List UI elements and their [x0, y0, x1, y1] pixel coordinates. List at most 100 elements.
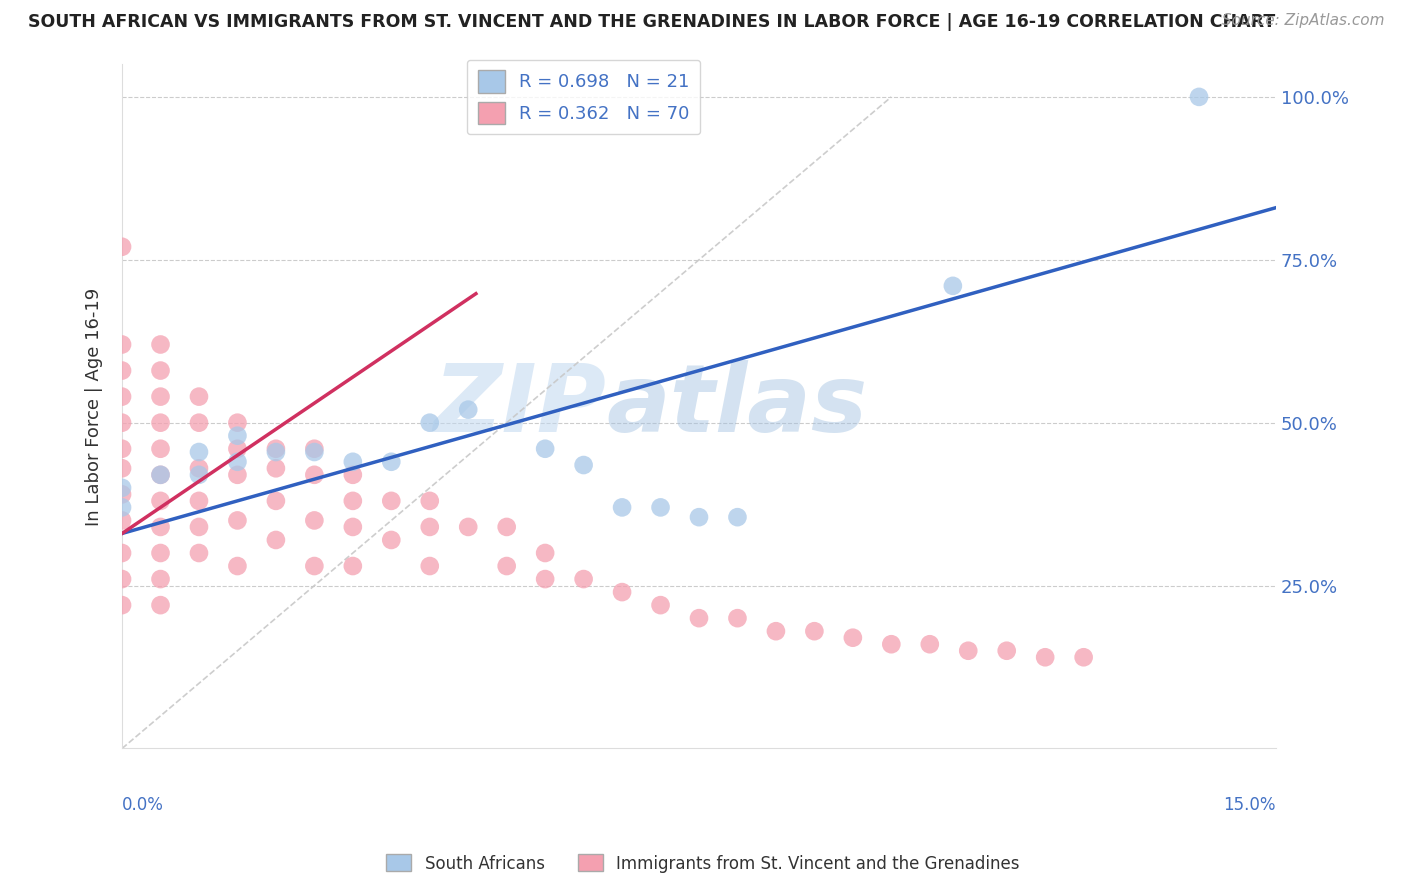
- Point: [188, 546, 211, 560]
- Point: [111, 240, 134, 254]
- Point: [226, 559, 249, 574]
- Legend: R = 0.698   N = 21, R = 0.362   N = 70: R = 0.698 N = 21, R = 0.362 N = 70: [467, 60, 700, 135]
- Point: [111, 461, 134, 475]
- Point: [688, 510, 710, 524]
- Text: Source: ZipAtlas.com: Source: ZipAtlas.com: [1222, 13, 1385, 29]
- Point: [149, 467, 172, 482]
- Point: [304, 513, 326, 527]
- Point: [149, 598, 172, 612]
- Y-axis label: In Labor Force | Age 16-19: In Labor Force | Age 16-19: [86, 287, 103, 525]
- Point: [495, 559, 517, 574]
- Point: [688, 611, 710, 625]
- Point: [342, 494, 364, 508]
- Point: [380, 533, 402, 547]
- Point: [264, 494, 287, 508]
- Point: [880, 637, 903, 651]
- Point: [111, 513, 134, 527]
- Point: [419, 416, 441, 430]
- Point: [457, 520, 479, 534]
- Point: [264, 445, 287, 459]
- Point: [727, 611, 749, 625]
- Point: [111, 500, 134, 515]
- Point: [995, 644, 1018, 658]
- Point: [610, 500, 633, 515]
- Point: [342, 559, 364, 574]
- Point: [188, 445, 211, 459]
- Point: [111, 390, 134, 404]
- Point: [149, 416, 172, 430]
- Point: [572, 572, 595, 586]
- Point: [918, 637, 941, 651]
- Point: [264, 533, 287, 547]
- Point: [304, 442, 326, 456]
- Point: [765, 624, 787, 639]
- Point: [149, 337, 172, 351]
- Point: [304, 559, 326, 574]
- Point: [226, 513, 249, 527]
- Point: [380, 494, 402, 508]
- Point: [111, 546, 134, 560]
- Point: [495, 520, 517, 534]
- Point: [149, 363, 172, 377]
- Point: [942, 278, 965, 293]
- Point: [149, 390, 172, 404]
- Point: [149, 467, 172, 482]
- Legend: South Africans, Immigrants from St. Vincent and the Grenadines: South Africans, Immigrants from St. Vinc…: [380, 847, 1026, 880]
- Point: [111, 487, 134, 501]
- Point: [264, 442, 287, 456]
- Point: [457, 402, 479, 417]
- Point: [419, 494, 441, 508]
- Point: [111, 337, 134, 351]
- Text: ZIP: ZIP: [434, 360, 607, 452]
- Point: [342, 520, 364, 534]
- Point: [226, 467, 249, 482]
- Point: [650, 598, 672, 612]
- Text: 0.0%: 0.0%: [122, 797, 165, 814]
- Point: [304, 445, 326, 459]
- Point: [380, 455, 402, 469]
- Point: [149, 442, 172, 456]
- Point: [304, 467, 326, 482]
- Point: [572, 458, 595, 472]
- Point: [727, 510, 749, 524]
- Point: [226, 416, 249, 430]
- Point: [264, 461, 287, 475]
- Point: [842, 631, 865, 645]
- Point: [226, 455, 249, 469]
- Point: [111, 363, 134, 377]
- Point: [534, 572, 557, 586]
- Point: [534, 546, 557, 560]
- Point: [188, 461, 211, 475]
- Point: [650, 500, 672, 515]
- Point: [803, 624, 825, 639]
- Point: [149, 572, 172, 586]
- Text: atlas: atlas: [607, 360, 868, 452]
- Point: [188, 390, 211, 404]
- Point: [342, 467, 364, 482]
- Point: [149, 520, 172, 534]
- Point: [188, 520, 211, 534]
- Point: [1188, 90, 1211, 104]
- Point: [226, 428, 249, 442]
- Point: [534, 442, 557, 456]
- Point: [419, 520, 441, 534]
- Point: [111, 481, 134, 495]
- Point: [188, 467, 211, 482]
- Point: [111, 416, 134, 430]
- Point: [149, 546, 172, 560]
- Point: [1033, 650, 1056, 665]
- Point: [419, 559, 441, 574]
- Point: [149, 494, 172, 508]
- Point: [111, 572, 134, 586]
- Point: [188, 494, 211, 508]
- Point: [188, 416, 211, 430]
- Point: [111, 598, 134, 612]
- Point: [342, 455, 364, 469]
- Point: [226, 442, 249, 456]
- Text: SOUTH AFRICAN VS IMMIGRANTS FROM ST. VINCENT AND THE GRENADINES IN LABOR FORCE |: SOUTH AFRICAN VS IMMIGRANTS FROM ST. VIN…: [28, 13, 1275, 31]
- Point: [957, 644, 980, 658]
- Point: [610, 585, 633, 599]
- Point: [111, 442, 134, 456]
- Text: 15.0%: 15.0%: [1223, 797, 1277, 814]
- Point: [1073, 650, 1095, 665]
